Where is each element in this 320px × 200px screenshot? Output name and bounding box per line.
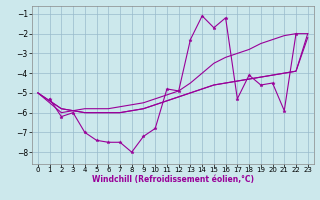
X-axis label: Windchill (Refroidissement éolien,°C): Windchill (Refroidissement éolien,°C) bbox=[92, 175, 254, 184]
